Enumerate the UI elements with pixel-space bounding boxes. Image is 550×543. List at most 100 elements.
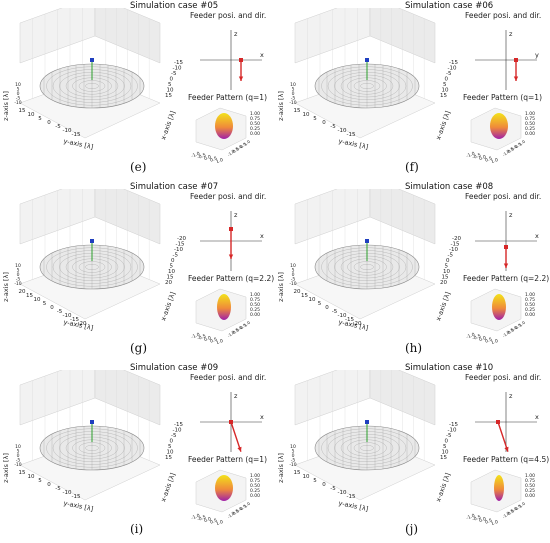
x-axis-label: x-axis [λ] xyxy=(434,110,452,141)
pattern-y-tick: 0.5 xyxy=(239,503,247,511)
y-axis-tick: -20 xyxy=(353,321,362,327)
feed-element-marker xyxy=(90,239,94,243)
pattern-x-tick: 0.0 xyxy=(478,516,487,524)
radiation-pattern-lobe xyxy=(492,294,506,320)
y-axis-label: y-axis [λ] xyxy=(338,318,369,332)
pattern-y-tick: 0.5 xyxy=(239,141,247,149)
x-axis-tick: -20 xyxy=(177,236,186,242)
y-axis-tick: 0 xyxy=(47,482,51,488)
simulation-panel: Simulation case #08(h)Geometry.202015151… xyxy=(275,181,550,362)
x-axis-tick: 5 xyxy=(168,444,172,450)
x-axis-tick: -10 xyxy=(448,66,457,72)
pattern-x-tick: -0.5 xyxy=(472,514,482,523)
simulation-title: Simulation case #07 xyxy=(130,182,219,192)
pattern-y-tick: 0.5 xyxy=(514,322,522,330)
pattern-y-tick: 1.0 xyxy=(243,139,251,147)
z-axis-tick: -5 xyxy=(16,96,21,102)
pattern-title: Feeder Pattern (q=1) xyxy=(463,93,542,102)
pattern-y-tick: 1.0 xyxy=(518,139,526,147)
y-axis-tick: -5 xyxy=(330,486,336,492)
pattern-z-tick: 0.75 xyxy=(250,478,260,484)
pattern-x-tick: 0.0 xyxy=(478,335,487,343)
x-axis-tick: 10 xyxy=(442,88,449,94)
x-axis-tick: 5 xyxy=(170,264,174,270)
pattern-z-tick: 0.50 xyxy=(250,121,260,127)
x-axis-tick: -10 xyxy=(173,66,182,72)
pattern-z-tick: 0.75 xyxy=(525,116,535,122)
pattern-y-tick: 1.0 xyxy=(243,501,251,509)
y-axis-tick: 5 xyxy=(313,478,317,484)
feeder-z-label: z xyxy=(234,30,238,38)
x-axis-tick: -10 xyxy=(449,247,458,253)
pattern-z-tick: 0.00 xyxy=(250,493,260,499)
x-axis-tick: 5 xyxy=(168,82,172,88)
z-axis-tick: 0 xyxy=(17,91,20,97)
feeder-direction-arrow xyxy=(230,421,242,452)
pattern-y-tick: 1.0 xyxy=(243,320,251,328)
y-axis-tick: 5 xyxy=(313,116,317,122)
arrow-head xyxy=(504,446,509,452)
y-axis-tick: 15 xyxy=(294,470,301,476)
feeder-z-label: z xyxy=(234,392,238,400)
y-axis-tick: -10 xyxy=(338,490,347,496)
feeder-plot: Feeder posi. and dir. x z xyxy=(465,192,541,271)
x-axis-tick: -15 xyxy=(176,242,185,248)
y-axis-tick: -10 xyxy=(63,313,72,319)
y-axis-tick: 10 xyxy=(34,297,41,303)
y-axis-tick: 0 xyxy=(322,482,326,488)
pattern-x-tick: 1.0 xyxy=(490,519,499,527)
feeder-x-label: x xyxy=(260,232,264,240)
subfigure-caption: (i) xyxy=(130,522,144,536)
feeder-position-marker xyxy=(514,58,518,62)
arrow-head xyxy=(503,263,509,268)
pattern-y-tick: 1.0 xyxy=(518,320,526,328)
y-axis-tick: 15 xyxy=(19,470,26,476)
y-axis-tick: 10 xyxy=(303,112,310,118)
z-axis-label: z-axis [λ] xyxy=(277,272,285,302)
pattern-z-tick: 1.00 xyxy=(525,292,535,298)
feeder-pattern-plot: Feeder Pattern (q=1)1.000.750.500.250.00… xyxy=(463,93,542,165)
pattern-x-tick: 0.0 xyxy=(478,154,487,162)
y-axis-tick: 20 xyxy=(294,289,301,295)
pattern-y-tick: -0.5 xyxy=(505,327,515,336)
z-axis-tick: -10 xyxy=(14,100,21,106)
z-axis-tick: 0 xyxy=(17,272,20,278)
x-axis-tick: 0 xyxy=(170,77,174,83)
z-axis-tick: 0 xyxy=(292,272,295,278)
x-axis-tick: 0 xyxy=(446,258,450,264)
subfigure-caption: (g) xyxy=(130,341,148,355)
x-axis-tick: 20 xyxy=(165,280,172,286)
feeder-position-marker xyxy=(504,245,508,249)
z-axis-tick: -10 xyxy=(289,462,296,468)
x-axis-tick: 0 xyxy=(170,439,174,445)
z-axis-label: z-axis [λ] xyxy=(2,91,10,121)
x-axis-tick: -15 xyxy=(174,422,183,428)
x-axis-tick: -10 xyxy=(448,428,457,434)
pattern-y-tick: 0.5 xyxy=(239,322,247,330)
feeder-pattern-plot: Feeder Pattern (q=1)1.000.750.500.250.00… xyxy=(188,455,267,527)
pattern-y-tick: -1.0 xyxy=(501,510,511,519)
feeder-title: Feeder posi. and dir. xyxy=(190,192,266,201)
z-axis-tick: 0 xyxy=(292,453,295,459)
pattern-y-tick: -1.0 xyxy=(226,510,236,519)
pattern-z-tick: 0.25 xyxy=(250,488,260,494)
x-axis-tick: 15 xyxy=(165,455,172,461)
pattern-z-tick: 0.75 xyxy=(250,116,260,122)
y-axis-tick: 15 xyxy=(19,108,26,114)
feeder-pattern-plot: Feeder Pattern (q=2.2)1.000.750.500.250.… xyxy=(188,274,274,346)
x-axis-tick: 10 xyxy=(167,88,174,94)
x-axis-tick: -10 xyxy=(173,428,182,434)
pattern-x-tick: -0.5 xyxy=(197,514,207,523)
pattern-z-tick: 1.00 xyxy=(250,111,260,117)
pattern-y-tick: 0.5 xyxy=(514,141,522,149)
pattern-x-tick: 0.0 xyxy=(203,154,212,162)
y-axis-tick: 5 xyxy=(38,478,42,484)
geometry-plot: Geometry.151510105500-5-5-10-10-15-15y-a… xyxy=(277,8,458,151)
x-axis-tick: 15 xyxy=(442,275,449,281)
feeder-plot: Feeder posi. and dir. x z xyxy=(190,373,266,452)
subfigure-caption: (j) xyxy=(405,522,419,536)
y-axis-tick: 15 xyxy=(26,293,33,299)
pattern-y-tick: -1.0 xyxy=(226,148,236,157)
pattern-title: Feeder Pattern (q=2.2) xyxy=(188,274,274,283)
pattern-x-tick: -1.0 xyxy=(191,151,201,160)
